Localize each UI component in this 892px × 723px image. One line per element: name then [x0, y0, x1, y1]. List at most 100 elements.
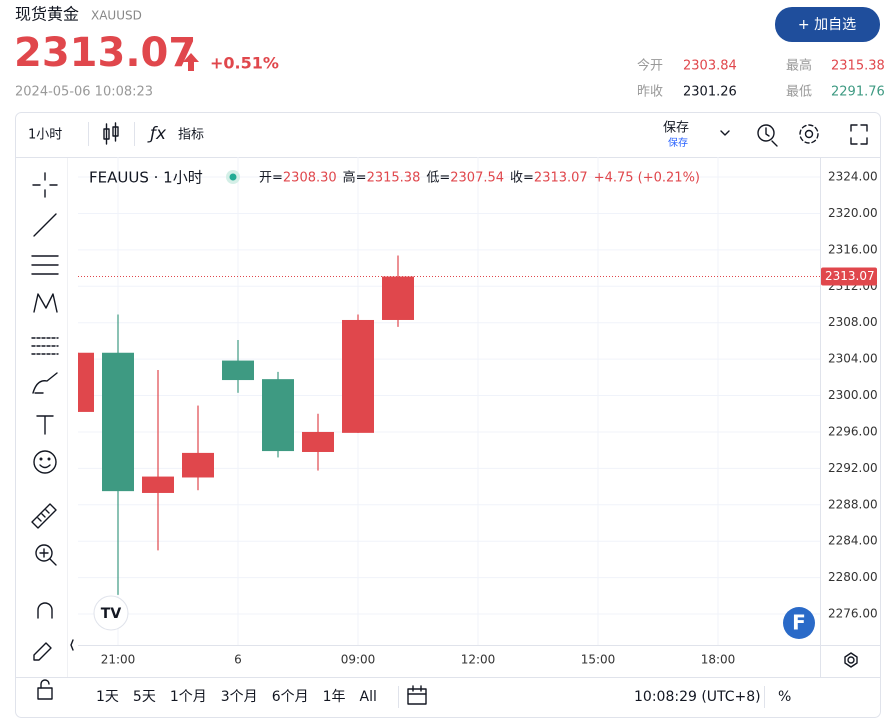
projection-icon[interactable]	[31, 337, 59, 355]
stat-label: 昨收	[637, 85, 663, 100]
range-button[interactable]: 3个月	[221, 689, 258, 705]
candle-icon[interactable]	[103, 122, 119, 145]
tv-logo[interactable]	[93, 595, 129, 631]
collapse-toggle[interactable]	[70, 639, 74, 651]
grid	[78, 157, 820, 645]
add-button[interactable]	[775, 7, 880, 42]
y-tick-label: 2300.00	[828, 388, 878, 402]
magnet-icon[interactable]	[37, 602, 53, 619]
save-sub[interactable]: 保存	[668, 136, 688, 149]
chevron[interactable]	[720, 130, 730, 136]
y-tick-label: 2280.00	[828, 570, 878, 584]
symbol: XAUUSD	[91, 9, 142, 23]
stat-value: 2291.76	[831, 85, 885, 100]
x-tick-label: 15:00	[581, 653, 616, 667]
x-tick-label: 12:00	[461, 653, 496, 667]
stat-label: 最高	[786, 58, 812, 74]
brush-icon[interactable]	[32, 372, 58, 394]
y-tick-label: 2320.00	[828, 206, 878, 220]
f-badge[interactable]	[783, 607, 815, 639]
y-tick-label: 2296.00	[828, 424, 878, 438]
stat-value: 2301.26	[683, 85, 737, 100]
clock: 10:08:29 (UTC+8)	[634, 689, 761, 705]
candle-body	[382, 276, 414, 320]
ruler-icon[interactable]	[31, 503, 57, 529]
candle-body	[302, 431, 334, 452]
stat-label: 最低	[786, 85, 812, 100]
candle-body	[142, 476, 174, 493]
goto-date-icon[interactable]	[407, 685, 427, 705]
x-tick-label: 18:00	[701, 653, 736, 667]
ohlc-legend: 开= 2308.30 高= 2315.38 低= 2307.54 收= 2313.07 +4.7…	[259, 170, 700, 186]
fib-icon[interactable]	[31, 255, 59, 275]
alert-icon[interactable]	[757, 124, 778, 147]
fullscreen-icon[interactable]	[850, 124, 868, 145]
y-tick-label: 2292.00	[828, 461, 878, 475]
candle-body	[222, 360, 254, 381]
candle-body	[102, 352, 134, 492]
y-tick-label: 2308.00	[828, 315, 878, 329]
stat-value: 2315.38	[831, 59, 885, 74]
chart-title: FEAUUS · 1小时	[89, 169, 203, 187]
stat-label: 今开	[637, 58, 663, 74]
fx-icon[interactable]: ƒx	[147, 124, 167, 144]
plot-area	[78, 255, 820, 595]
price: 2313.07	[14, 30, 196, 76]
legend-label: 收=	[510, 171, 534, 186]
lock-draw-icon[interactable]	[33, 642, 52, 661]
timestamp: 2024-05-06 10:08:23	[15, 85, 153, 100]
legend-label: 开=	[259, 171, 283, 186]
trendline-icon[interactable]	[33, 213, 57, 237]
change: +0.51%	[210, 54, 279, 73]
y-tick-label: 2304.00	[828, 352, 878, 366]
x-tick-label: 6	[234, 653, 242, 667]
f-badge-mark[interactable]: F	[792, 611, 806, 635]
candle-body	[342, 319, 374, 433]
add-button-label[interactable]: + 加自选	[798, 17, 856, 33]
legend-value: 2313.07	[534, 171, 588, 186]
legend-change: +4.75 (+0.21%)	[594, 171, 700, 186]
pattern-icon[interactable]	[33, 293, 58, 313]
interval[interactable]: 1小时	[28, 128, 62, 143]
range-button[interactable]: 5天	[133, 689, 156, 705]
range-button[interactable]: 1年	[323, 689, 346, 705]
y-tick-label: 2324.00	[828, 170, 878, 184]
x-tick-label: 21:00	[101, 653, 136, 667]
tv-logo-mark[interactable]: TV	[101, 606, 122, 622]
up-arrow	[183, 53, 199, 71]
range-button[interactable]: All	[360, 689, 377, 705]
chart-frame	[15, 112, 881, 718]
stat-value: 2303.84	[683, 59, 737, 74]
range-button[interactable]: 1天	[96, 689, 119, 705]
y-tick-label: 2284.00	[828, 534, 878, 548]
crosshair-icon[interactable]	[32, 172, 58, 198]
status-dot	[229, 173, 237, 181]
text-icon[interactable]	[36, 415, 54, 435]
range-button[interactable]: 6个月	[272, 689, 309, 705]
range-button[interactable]: 1个月	[170, 689, 207, 705]
range-bar: 1天 5天 1个月 3个月 6个月 1年 All	[96, 689, 377, 705]
emoji-icon[interactable]	[33, 450, 57, 474]
legend-value: 2307.54	[450, 171, 504, 186]
percent-toggle[interactable]: %	[778, 689, 791, 705]
title: 现货黄金	[15, 5, 79, 24]
save[interactable]: 保存	[663, 121, 689, 136]
legend-value: 2315.38	[367, 171, 421, 186]
zoom-icon[interactable]	[35, 544, 57, 566]
candle-body	[182, 452, 214, 478]
legend-value: 2308.30	[283, 171, 337, 186]
candle-body	[78, 352, 94, 412]
lock-icon[interactable]	[37, 679, 53, 700]
last-price-tag	[821, 267, 877, 286]
legend-label: 高=	[343, 170, 367, 186]
axis-settings-icon[interactable]	[844, 652, 858, 668]
x-tick-label: 09:00	[341, 653, 376, 667]
legend-label: 低=	[426, 171, 450, 186]
y-tick-label: 2316.00	[828, 242, 878, 256]
y-tick-label: 2288.00	[828, 497, 878, 511]
indicators[interactable]: 指标	[178, 128, 204, 143]
settings-icon[interactable]	[799, 124, 819, 144]
y-tick-label: 2276.00	[828, 607, 878, 621]
